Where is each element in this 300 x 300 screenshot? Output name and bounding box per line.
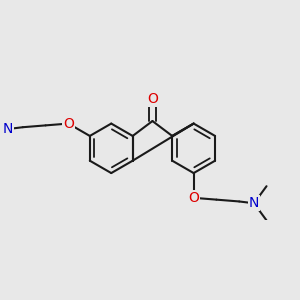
Text: O: O: [63, 117, 74, 130]
Text: O: O: [147, 92, 158, 106]
Text: N: N: [3, 122, 13, 136]
Text: O: O: [188, 191, 199, 205]
Text: N: N: [249, 196, 259, 210]
